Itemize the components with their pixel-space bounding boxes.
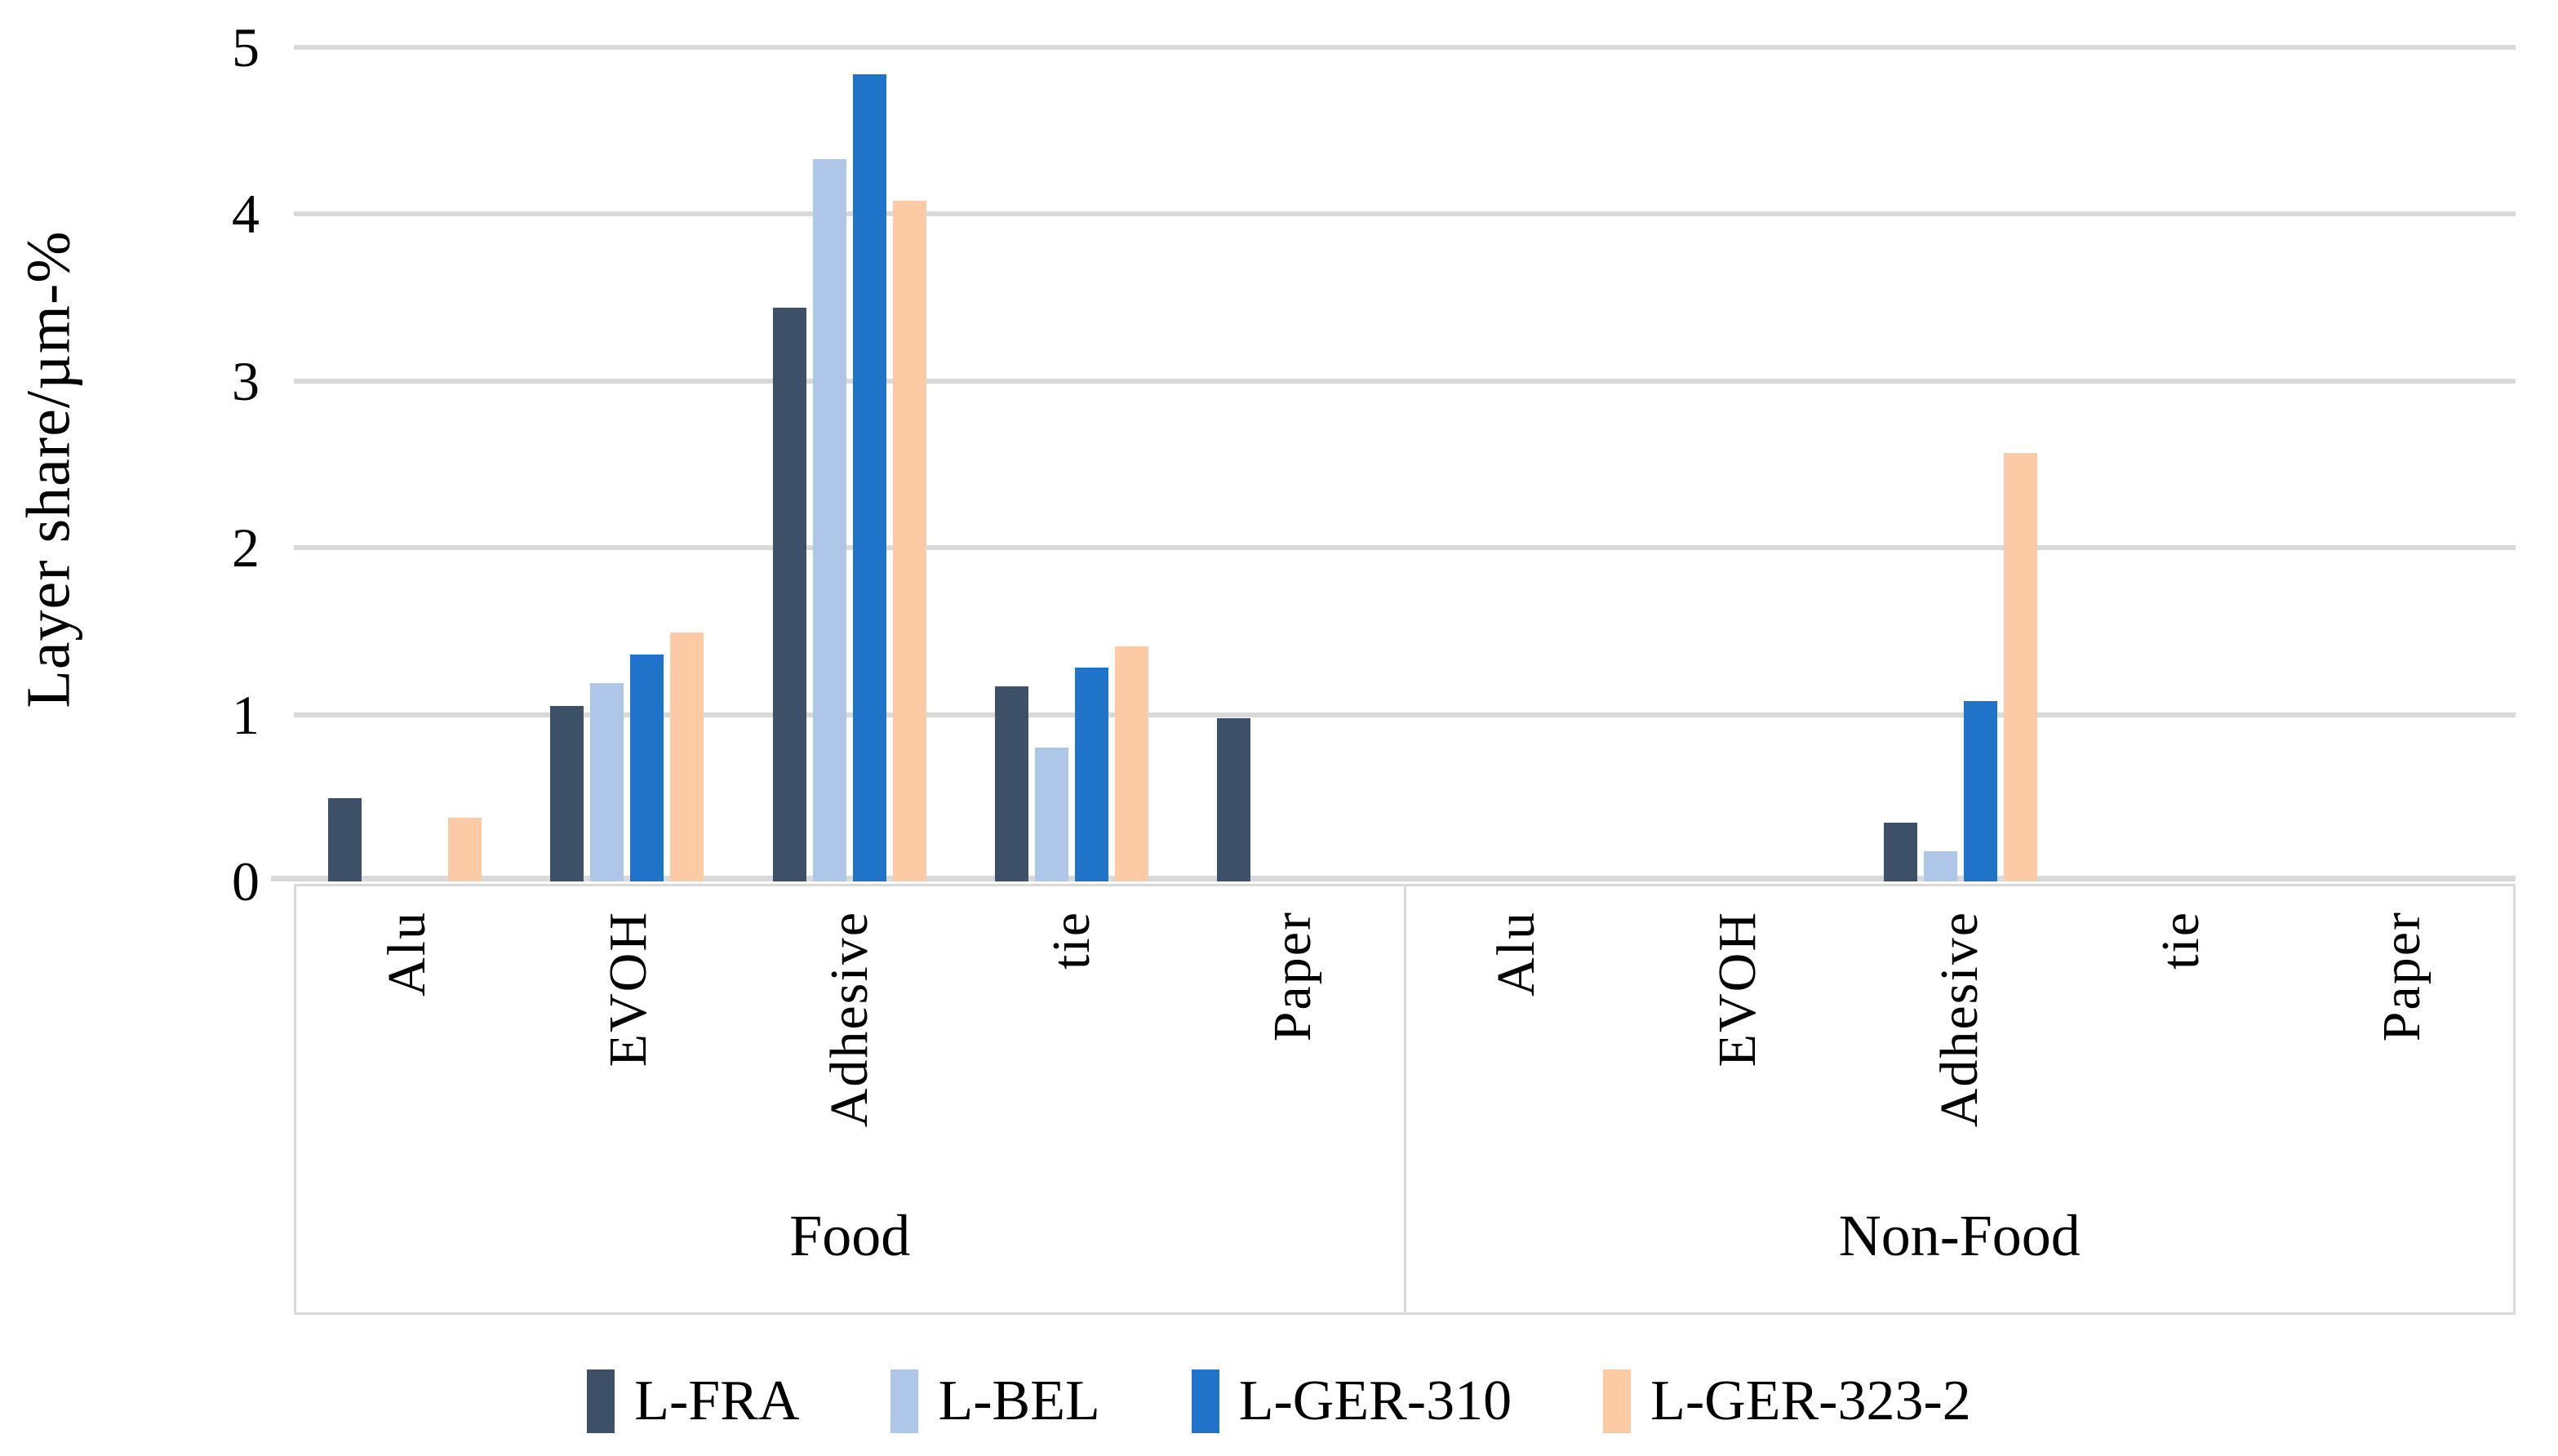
plot-area	[271, 0, 2516, 881]
legend-swatch-l-ger-310	[1191, 1369, 1219, 1433]
category-label-paper: Paper	[2372, 911, 2432, 1042]
bar-slot-food-paper	[1183, 47, 1405, 881]
legend-label-l-ger-323-2: L-GER-323-2	[1650, 1369, 1971, 1432]
group-label-food: Food	[789, 1203, 911, 1268]
bar-slot-non-food-alu	[1405, 47, 1627, 881]
legend-swatch-l-bel	[890, 1369, 919, 1433]
legend-label-l-bel: L-BEL	[938, 1369, 1100, 1432]
gridline	[294, 545, 2516, 551]
label-half-food: Alu EVOH Adhesive tie Paper Food	[296, 886, 1406, 1312]
bar-l-ger-310-food-tie	[1074, 668, 1108, 881]
bar-slot-non-food-adhesive	[1849, 47, 2071, 881]
gridline	[294, 45, 2516, 50]
gridline	[294, 378, 2516, 384]
category-label-evoh: EVOH	[1708, 911, 1768, 1068]
legend-swatch-l-ger-323-2	[1603, 1369, 1632, 1433]
category-label-paper: Paper	[1262, 911, 1322, 1042]
bar-l-fra-food-tie	[994, 686, 1028, 881]
bar-l-bel-food-adhesive	[812, 158, 846, 881]
gridline	[294, 211, 2516, 217]
bar-l-ger-310-food-adhesive	[852, 73, 886, 881]
gridline	[294, 712, 2516, 717]
legend-item-l-ger-323-2: L-GER-323-2	[1603, 1369, 1971, 1433]
bar-slot-food-adhesive	[738, 47, 960, 881]
bars-group-non-food	[1405, 47, 2516, 881]
bar-l-ger-323-2-food-alu	[448, 818, 482, 881]
bar-l-fra-food-adhesive	[772, 307, 806, 881]
legend-label-l-fra: L-FRA	[634, 1369, 800, 1432]
bar-l-fra-food-evoh	[550, 706, 584, 881]
legend-item-l-ger-310: L-GER-310	[1191, 1369, 1512, 1433]
bar-l-ger-323-2-non-food-adhesive	[2003, 452, 2037, 881]
category-label-adhesive: Adhesive	[1929, 911, 1989, 1128]
category-label-evoh: EVOH	[597, 911, 658, 1068]
label-half-non-food: Alu EVOH Adhesive tie Paper Non-Food	[1406, 886, 2514, 1312]
y-tick-label: 2	[232, 517, 260, 579]
bar-l-fra-food-paper	[1216, 717, 1250, 881]
y-tick-label: 3	[232, 349, 260, 412]
bar-l-bel-food-evoh	[590, 682, 624, 881]
bar-l-ger-310-non-food-adhesive	[1963, 701, 1997, 881]
bar-l-bel-non-food-adhesive	[1923, 851, 1957, 881]
bars-group-food	[294, 47, 1405, 881]
bar-l-ger-323-2-food-evoh	[670, 633, 704, 881]
category-label-alu: Alu	[376, 911, 437, 997]
bar-l-bel-food-tie	[1034, 748, 1068, 881]
group-label-non-food: Non-Food	[1838, 1203, 2081, 1268]
category-label-alu: Alu	[1486, 911, 1547, 997]
category-label-tie: tie	[1041, 911, 1101, 970]
legend-item-l-bel: L-BEL	[890, 1369, 1100, 1433]
category-label-adhesive: Adhesive	[819, 911, 880, 1128]
legend: L-FRA L-BEL L-GER-310 L-GER-323-2	[0, 1347, 2558, 1456]
bar-slot-food-alu	[294, 47, 516, 881]
category-label-tie: tie	[2151, 911, 2211, 970]
y-tick-label: 4	[232, 183, 260, 246]
category-axis-box: Alu EVOH Adhesive tie Paper Food Alu EVOH Adhesi…	[294, 884, 2516, 1315]
bar-slot-non-food-tie	[2072, 47, 2294, 881]
y-axis-tick-labels: 0 1 2 3 4 5	[0, 0, 269, 909]
bar-l-fra-food-alu	[328, 797, 362, 881]
bar-slot-food-evoh	[516, 47, 738, 881]
legend-swatch-l-fra	[587, 1369, 615, 1433]
y-tick-label: 0	[232, 850, 260, 912]
legend-item-l-fra: L-FRA	[587, 1369, 799, 1433]
bar-slot-food-tie	[961, 47, 1183, 881]
x-axis-line	[271, 876, 2516, 881]
bar-l-ger-323-2-food-adhesive	[892, 201, 926, 881]
y-tick-label: 1	[232, 683, 260, 746]
bar-l-ger-310-food-evoh	[630, 655, 664, 881]
bar-l-fra-non-food-adhesive	[1883, 823, 1917, 881]
legend-label-l-ger-310: L-GER-310	[1238, 1369, 1512, 1432]
bars-area	[294, 47, 2516, 881]
bar-l-ger-323-2-food-tie	[1114, 646, 1148, 881]
bar-slot-non-food-evoh	[1627, 47, 1849, 881]
y-tick-label: 5	[232, 16, 260, 78]
bar-slot-non-food-paper	[2294, 47, 2516, 881]
